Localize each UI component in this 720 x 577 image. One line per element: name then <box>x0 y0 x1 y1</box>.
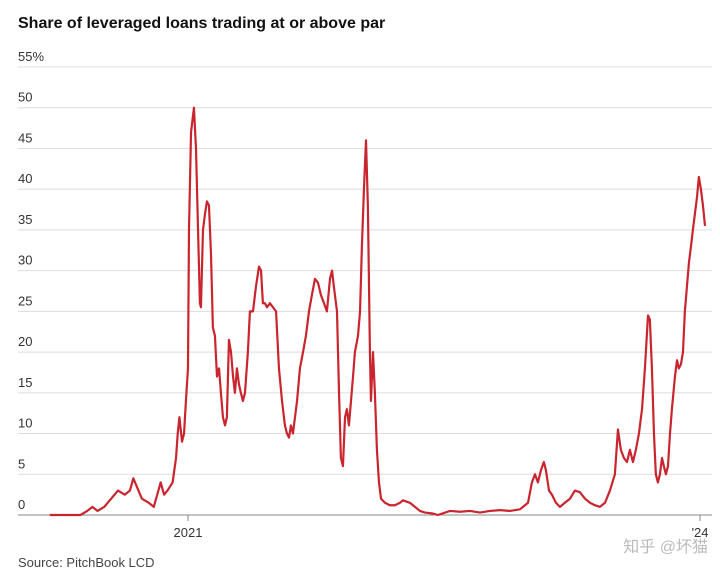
y-tick-label: 20 <box>18 334 32 349</box>
source: Source: PitchBook LCD <box>18 555 155 570</box>
y-tick-label: 5 <box>18 456 25 471</box>
y-tick-label: 55% <box>18 49 44 64</box>
chart-title: Share of leveraged loans trading at or a… <box>18 15 385 32</box>
y-tick-label: 30 <box>18 253 32 268</box>
y-tick-label: 10 <box>18 416 32 431</box>
x-tick-label: '24 <box>692 525 709 540</box>
y-tick-label: 15 <box>18 375 32 390</box>
y-tick-label: 40 <box>18 171 32 186</box>
x-tick-label: 2021 <box>174 525 203 540</box>
y-tick-label: 25 <box>18 293 32 308</box>
y-tick-label: 45 <box>18 130 32 145</box>
line <box>49 106 707 517</box>
y-tick-label: 50 <box>18 90 32 105</box>
watermark: 知乎 @坏猫 <box>623 538 708 556</box>
y-tick-label: 0 <box>18 497 25 512</box>
y-tick-label: 35 <box>18 212 32 227</box>
